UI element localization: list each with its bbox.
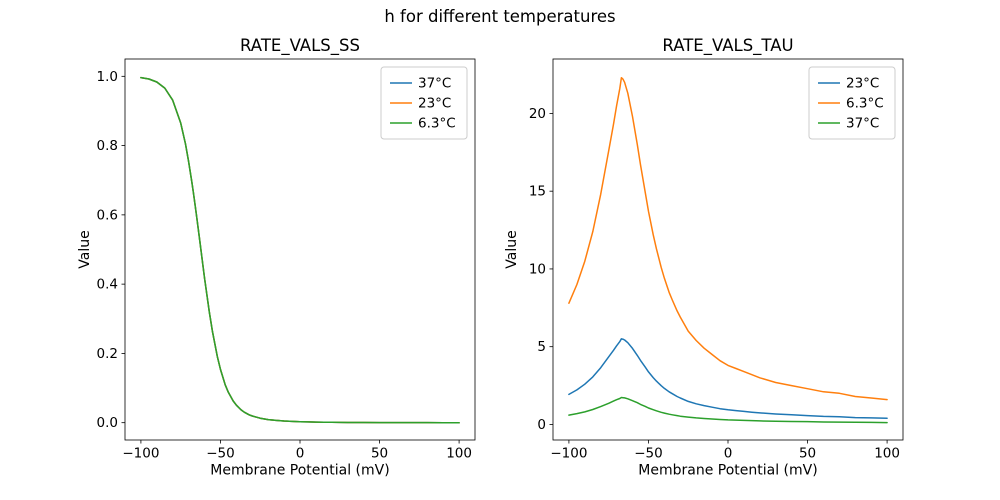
- y-axis-label: Value: [504, 230, 520, 268]
- legend-entry-37c: 37°C: [390, 76, 451, 92]
- series-line-37c: [568, 396, 888, 424]
- series-line-23c: [568, 338, 888, 419]
- series-line-63c: [140, 76, 460, 424]
- legend-label: 37°C: [846, 116, 879, 132]
- y-axis-label: Value: [77, 230, 93, 268]
- legend-label: 6.3°C: [418, 116, 456, 132]
- subplot-ss: −100 −50 0 50 100 0.0 0.2 0.4 0.6 0.8 1.0 RATE_VALS…: [77, 36, 476, 479]
- subplot-title: RATE_VALS_SS: [240, 36, 360, 56]
- y-tick-label: 20: [529, 106, 546, 122]
- x-tick-label: 50: [799, 446, 816, 462]
- y-tick-label: 0.0: [97, 415, 118, 431]
- x-tick-label: −100: [550, 446, 587, 462]
- y-tick-label: 15: [529, 184, 546, 200]
- y-tick-label: 10: [529, 261, 546, 277]
- x-tick-label: 0: [296, 446, 305, 462]
- legend-box: [380, 66, 468, 140]
- legend-label: 23°C: [846, 76, 879, 92]
- subplot-title: RATE_VALS_TAU: [662, 36, 793, 56]
- x-axis-label: Membrane Potential (mV): [210, 463, 389, 479]
- legend-entry-23c: 23°C: [818, 76, 879, 92]
- y-tick-label: 0: [537, 417, 546, 433]
- x-tick-label: −100: [122, 446, 159, 462]
- y-tick-label: 5: [537, 339, 546, 355]
- series-line-63c: [568, 76, 888, 401]
- legend-entry-23c: 23°C: [390, 96, 451, 112]
- y-tick-label: 0.8: [97, 138, 118, 154]
- x-tick-label: −50: [634, 446, 663, 462]
- x-tick-label: 100: [446, 446, 472, 462]
- legend-box: [808, 66, 896, 140]
- x-tick-label: 0: [724, 446, 733, 462]
- x-axis-label: Membrane Potential (mV): [638, 463, 817, 479]
- legend-label: 6.3°C: [846, 96, 884, 112]
- legend-label: 23°C: [418, 96, 451, 112]
- legend-label: 37°C: [418, 76, 451, 92]
- legend-entry-37c: 37°C: [818, 116, 879, 132]
- legend-entry-63c: 6.3°C: [818, 96, 884, 112]
- x-tick-label: 50: [371, 446, 388, 462]
- x-tick-label: 100: [874, 446, 900, 462]
- legend-entry-63c: 6.3°C: [390, 116, 456, 132]
- y-tick-label: 0.2: [97, 346, 118, 362]
- legend: 23°C 6.3°C 37°C: [808, 66, 896, 140]
- legend: 37°C 23°C 6.3°C: [380, 66, 468, 140]
- x-tick-label: −50: [206, 446, 235, 462]
- subplot-tau: −100 −50 0 50 100 0 5 10 15 20 RATE_VALS_TAU Membra…: [504, 36, 904, 479]
- y-tick-label: 0.4: [97, 277, 118, 293]
- y-tick-label: 1.0: [97, 69, 118, 85]
- y-tick-label: 0.6: [97, 207, 118, 223]
